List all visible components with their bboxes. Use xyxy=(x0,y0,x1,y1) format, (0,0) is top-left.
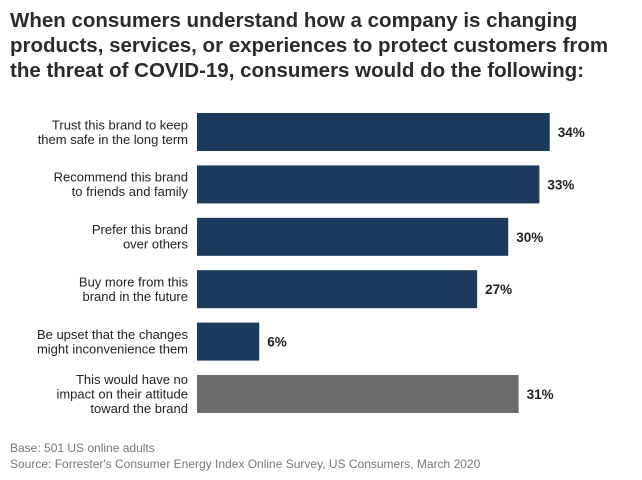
category-label-3-line-2: over others xyxy=(123,237,189,252)
category-label-4: Buy more from this brand in the future xyxy=(79,274,189,304)
base-note: Base: 501 US online adults xyxy=(10,441,155,455)
bar-3 xyxy=(197,217,509,256)
bar-6 xyxy=(197,375,519,413)
category-label-5-line-2: might inconvenience them xyxy=(37,341,188,356)
bar-4 xyxy=(197,270,478,309)
bar-2 xyxy=(197,165,540,204)
chart-title-line-1: When consumers understand how a company … xyxy=(10,9,578,32)
value-label-6: 31% xyxy=(527,387,554,402)
category-label-1: Trust this brand to keep them safe in the… xyxy=(38,117,188,147)
category-label-3-line-1: Prefer this brand xyxy=(92,222,188,237)
value-label-1: 34% xyxy=(558,125,585,140)
bar-5 xyxy=(197,322,260,361)
category-label-1-line-2: them safe in the long term xyxy=(38,132,188,147)
chart-title-line-3: the threat of COVID-19, consumers would … xyxy=(10,59,585,82)
category-label-5-line-1: Be upset that the changes xyxy=(37,327,189,342)
category-label-2-line-2: to friends and family xyxy=(72,184,189,199)
value-label-5: 6% xyxy=(267,335,287,350)
category-label-1-line-1: Trust this brand to keep xyxy=(52,117,188,132)
bar-chart: 34% Trust this brand to keep them safe in … xyxy=(37,113,585,416)
chart-title: When consumers understand how a company … xyxy=(10,8,640,83)
chart-footer: Base: 501 US online adults Source: Forre… xyxy=(10,440,480,472)
category-label-4-line-1: Buy more from this xyxy=(79,274,189,289)
source-note: Source: Forrester's Consumer Energy Inde… xyxy=(10,457,481,471)
category-label-3: Prefer this brand over others xyxy=(92,222,189,252)
value-label-3: 30% xyxy=(516,230,543,245)
category-label-2: Recommend this brand to friends and famil… xyxy=(54,170,189,200)
category-label-6-line-1: This would have no xyxy=(76,372,188,387)
category-label-6-line-3: toward the brand xyxy=(90,401,188,416)
chart-title-line-2: products, services, or experiences to pr… xyxy=(10,34,609,57)
value-label-4: 27% xyxy=(485,282,512,297)
category-label-6-line-2: impact on their attitude xyxy=(56,387,188,402)
category-label-2-line-1: Recommend this brand xyxy=(54,170,188,185)
category-label-5: Be upset that the changes might inconveni… xyxy=(37,327,189,357)
value-label-2: 33% xyxy=(547,177,574,192)
bar-1 xyxy=(197,113,550,151)
category-label-4-line-2: brand in the future xyxy=(82,289,188,304)
category-label-6: This would have no impact on their attitu… xyxy=(56,372,188,416)
